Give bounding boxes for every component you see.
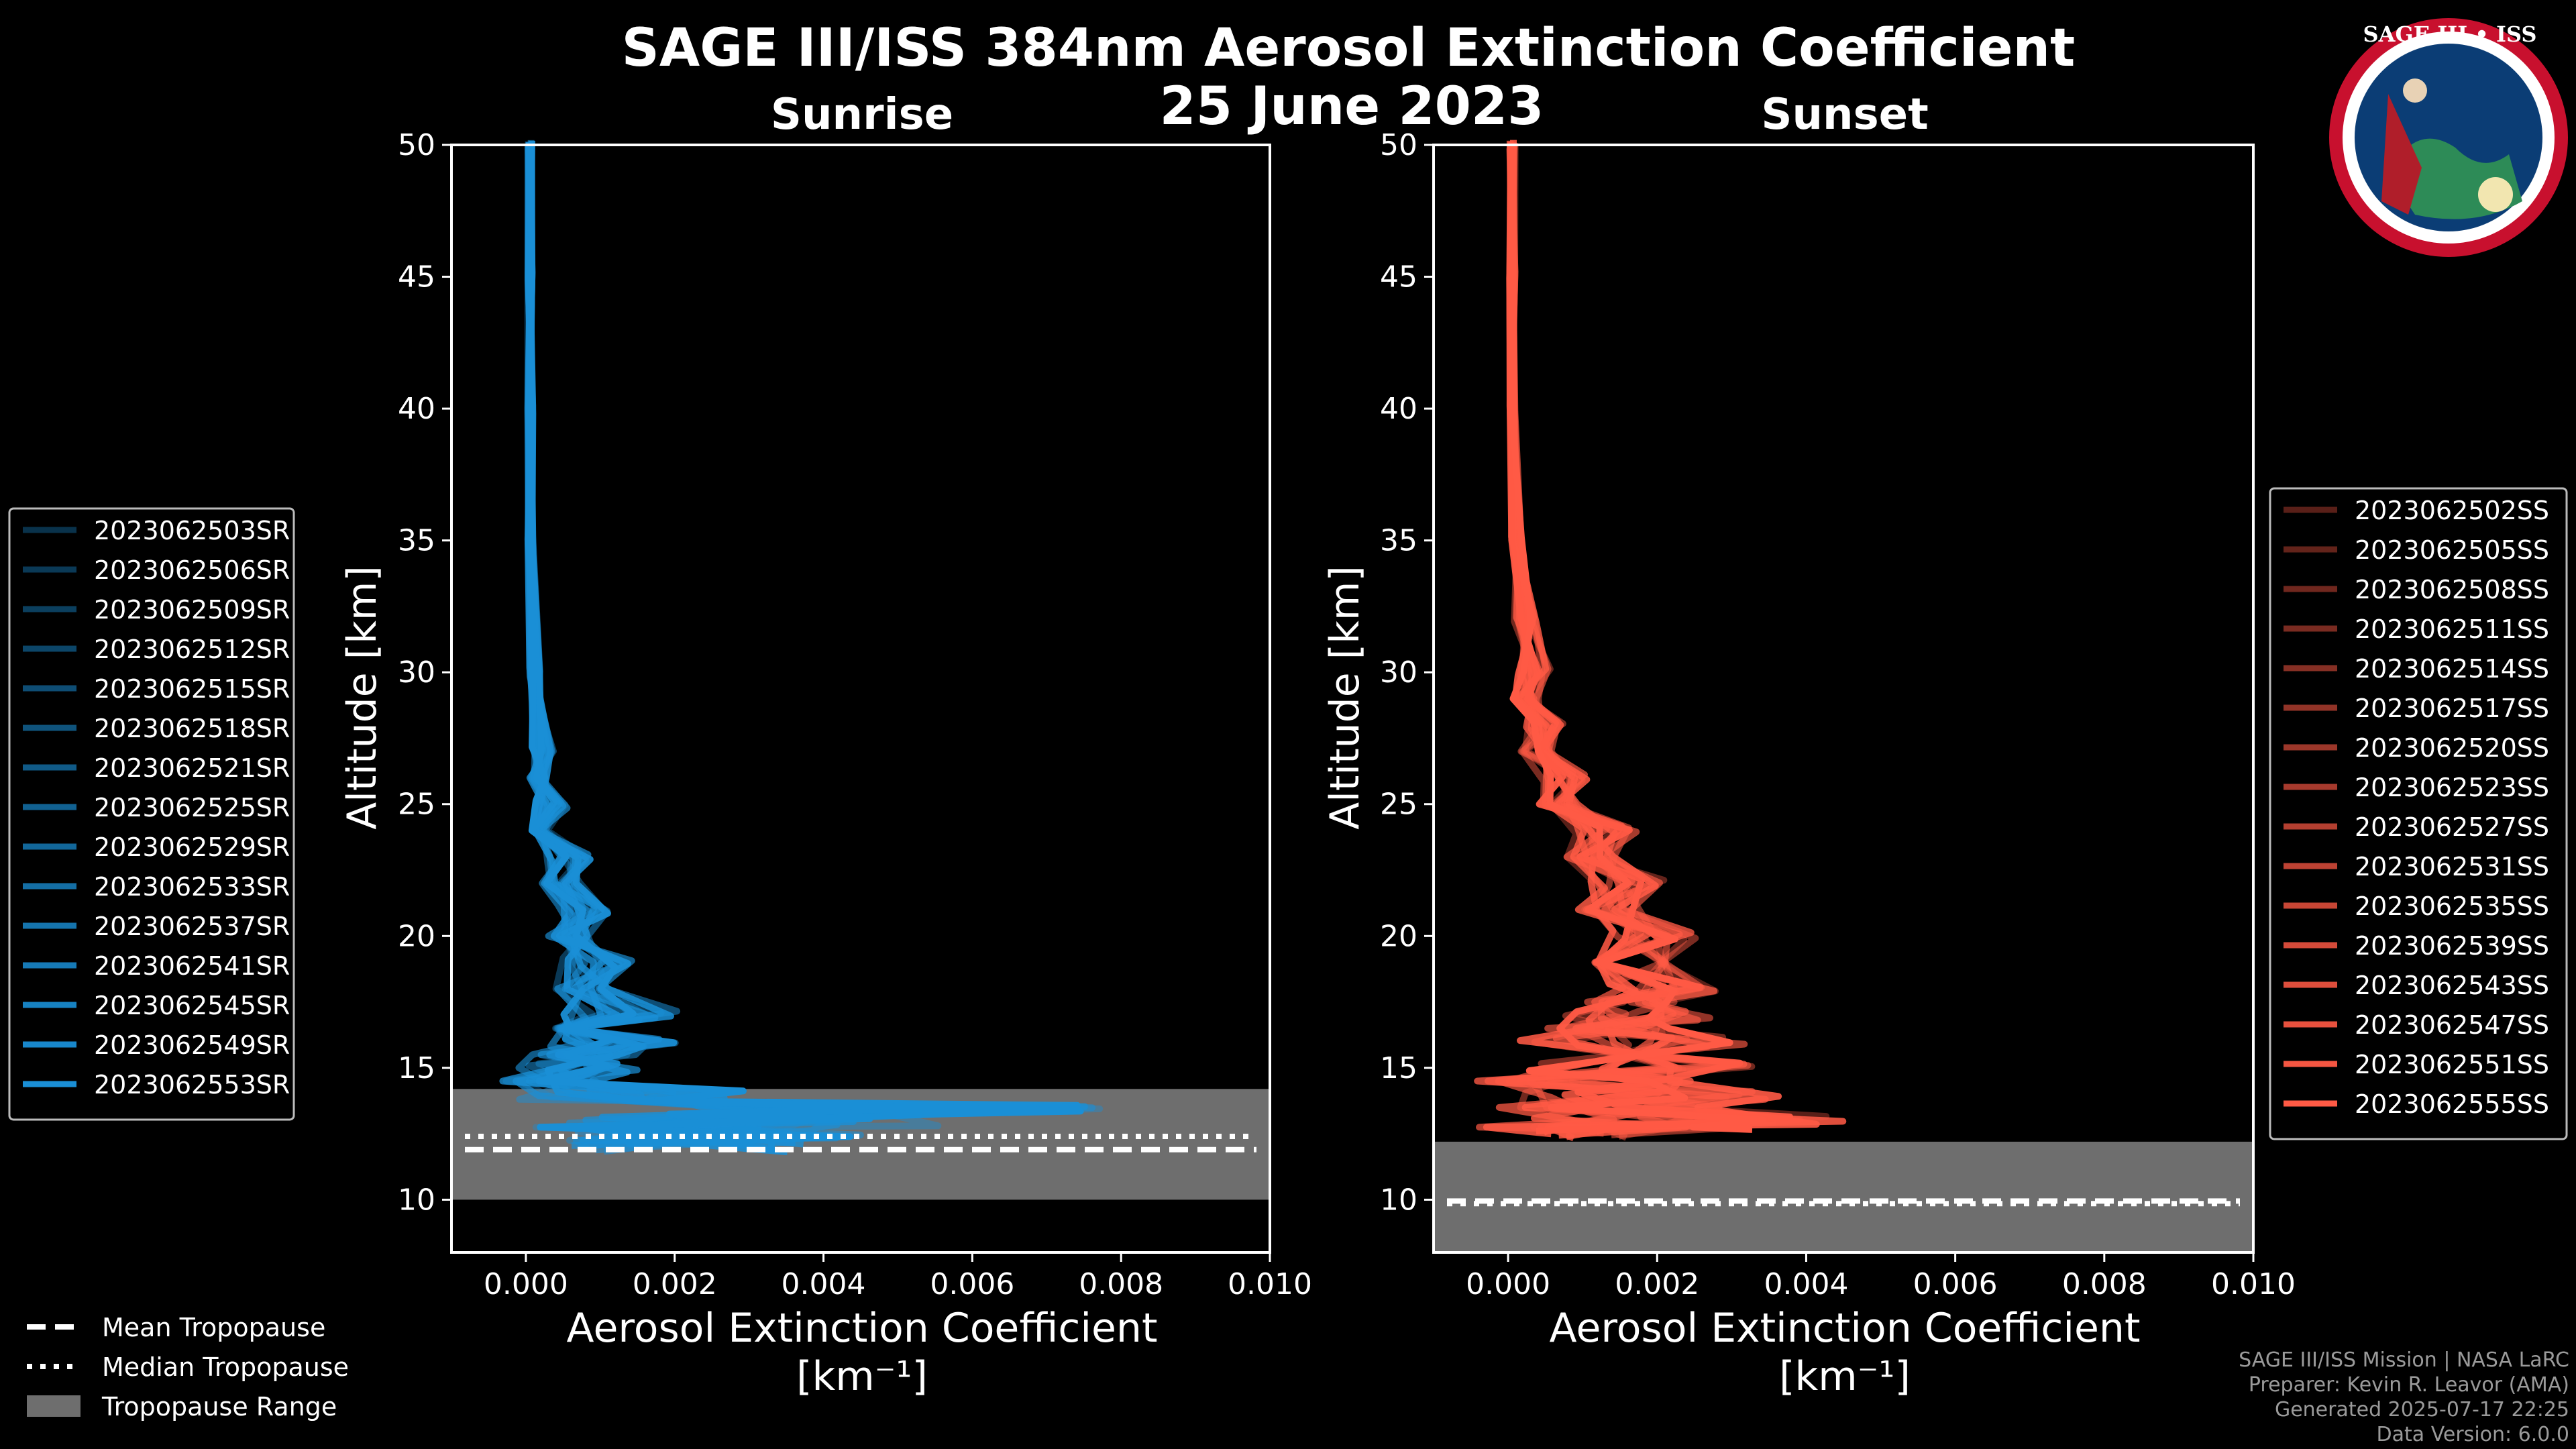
chart-title: SAGE III/ISS 384nm Aerosol Extinction Co…: [622, 18, 2076, 78]
plot-frame: [450, 144, 1271, 1254]
y-tick-label: 15: [1380, 1051, 1417, 1085]
y-tick-label: 10: [398, 1183, 435, 1217]
credit-line-3: Generated 2025-07-17 22:25: [2275, 1398, 2569, 1421]
y-tick-label: 20: [1380, 919, 1417, 953]
credit-line-1: SAGE III/ISS Mission | NASA LaRC: [2239, 1348, 2569, 1372]
chart-date: 25 June 2023: [1160, 76, 1544, 137]
sunset-xunit: [km⁻¹]: [1779, 1353, 1911, 1400]
legend-label-2023062511SS: 2023062511SS: [2355, 614, 2549, 644]
legend-label-2023062508SS: 2023062508SS: [2355, 575, 2549, 604]
credit-line-2: Preparer: Kevin R. Leavor (AMA): [2249, 1373, 2569, 1397]
legend-label-2023062551SS: 2023062551SS: [2355, 1050, 2549, 1079]
x-tick-label: 0.002: [633, 1267, 717, 1301]
y-tick-label: 50: [398, 128, 435, 162]
sunrise-legend: 2023062503SR 2023062506SR 2023062509SR 2023…: [8, 507, 295, 1121]
sage-logo: SAGE III • ISS: [2329, 18, 2568, 257]
legend-label-2023062509SR: 2023062509SR: [94, 595, 290, 625]
x-tick-label: 0.002: [1615, 1267, 1699, 1301]
legend-label-2023062553SR: 2023062553SR: [94, 1070, 290, 1099]
legend-label-2023062512SR: 2023062512SR: [94, 635, 290, 664]
legend-label-2023062520SS: 2023062520SS: [2355, 733, 2549, 763]
sunrise-panel: 10 15 20 25 30 35 40 45 50 0.000 0.002 0.004 0.006 0.…: [398, 128, 1312, 1301]
sunset-legend: 2023062502SS 2023062505SS 2023062508SS 2023…: [2269, 487, 2568, 1140]
legend-label-2023062515SR: 2023062515SR: [94, 674, 290, 704]
legend-label-2023062525SR: 2023062525SR: [94, 793, 290, 822]
x-tick-label: 0.008: [1079, 1267, 1163, 1301]
legend-label-2023062514SS: 2023062514SS: [2355, 654, 2549, 684]
legend-label-2023062555SS: 2023062555SS: [2355, 1089, 2549, 1119]
legend-label-2023062529SR: 2023062529SR: [94, 833, 290, 862]
legend-label-2023062539SS: 2023062539SS: [2355, 931, 2549, 961]
logo-text: SAGE III • ISS: [2363, 21, 2537, 47]
sunset-xlabel: Aerosol Extinction Coefficient: [1550, 1305, 2141, 1352]
legend-label-2023062535SS: 2023062535SS: [2355, 892, 2549, 921]
legend-label-2023062531SS: 2023062531SS: [2355, 852, 2549, 881]
tropopause-range-band: [1434, 1141, 2253, 1252]
legend-label-2023062518SR: 2023062518SR: [94, 714, 290, 743]
plot-frame: [1432, 144, 2255, 1254]
legend-label-2023062517SS: 2023062517SS: [2355, 694, 2549, 723]
y-tick-label: 25: [398, 788, 435, 822]
legend-label-2023062547SS: 2023062547SS: [2355, 1010, 2549, 1040]
legend-label-2023062502SS: 2023062502SS: [2355, 496, 2549, 525]
legend-label-2023062549SR: 2023062549SR: [94, 1030, 290, 1060]
y-tick-label: 45: [398, 260, 435, 294]
legend-label-2023062506SR: 2023062506SR: [94, 555, 290, 585]
legend-label-2023062533SR: 2023062533SR: [94, 872, 290, 902]
legend-label-2023062521SR: 2023062521SR: [94, 753, 290, 783]
legend-label-2023062537SR: 2023062537SR: [94, 912, 290, 941]
y-tick-label: 40: [1380, 392, 1417, 426]
profile-line-2023062555SS: [1508, 142, 1767, 1133]
sunrise-xunit: [km⁻¹]: [796, 1353, 928, 1400]
sunrise-subtitle: Sunrise: [771, 90, 953, 140]
tropopause-legend: Mean Tropopause Median Tropopause Tropop…: [27, 1313, 349, 1421]
sunset-subtitle: Sunset: [1761, 90, 1928, 140]
legend-label-2023062541SR: 2023062541SR: [94, 951, 290, 981]
x-tick-label: 0.004: [782, 1267, 866, 1301]
sunset-ylabel: Altitude [km]: [1322, 566, 1368, 830]
x-tick-label: 0.006: [1913, 1267, 1998, 1301]
x-tick-label: 0.010: [2211, 1267, 2296, 1301]
y-tick-label: 30: [398, 655, 435, 690]
credit-line-4: Data Version: 6.0.0: [2377, 1423, 2569, 1446]
y-tick-label: 20: [398, 919, 435, 953]
legend-label-2023062503SR: 2023062503SR: [94, 516, 290, 545]
sunrise-ylabel: Altitude [km]: [339, 566, 386, 830]
legend-box: [2269, 487, 2568, 1140]
y-tick-label: 40: [398, 392, 435, 426]
y-tick-label: 25: [1380, 788, 1417, 822]
mean-tropopause-label: Mean Tropopause: [102, 1313, 325, 1342]
y-tick-label: 35: [398, 524, 435, 558]
sunrise-xlabel: Aerosol Extinction Coefficient: [567, 1305, 1158, 1352]
legend-label-2023062505SS: 2023062505SS: [2355, 535, 2549, 565]
x-tick-label: 0.004: [1764, 1267, 1848, 1301]
credits: SAGE III/ISS Mission | NASA LaRC Prepare…: [2239, 1348, 2569, 1446]
x-tick-label: 0.006: [930, 1267, 1014, 1301]
legend-label-2023062545SR: 2023062545SR: [94, 991, 290, 1020]
x-tick-label: 0.010: [1228, 1267, 1312, 1301]
y-tick-label: 45: [1380, 260, 1417, 294]
x-tick-label: 0.000: [484, 1267, 568, 1301]
y-tick-label: 10: [1380, 1183, 1417, 1217]
tropopause-range-swatch: [27, 1395, 80, 1417]
profile-line-2023062553SR: [525, 142, 1084, 1147]
y-tick-label: 35: [1380, 524, 1417, 558]
y-tick-label: 15: [398, 1051, 435, 1085]
x-tick-label: 0.000: [1466, 1267, 1550, 1301]
legend-label-2023062523SS: 2023062523SS: [2355, 773, 2549, 802]
y-tick-label: 30: [1380, 655, 1417, 690]
x-tick-label: 0.008: [2062, 1267, 2147, 1301]
legend-label-2023062527SS: 2023062527SS: [2355, 812, 2549, 842]
legend-box: [8, 507, 295, 1121]
tropopause-range-label: Tropopause Range: [101, 1392, 337, 1421]
profile-line-2023062549SR: [527, 140, 1081, 1150]
sunset-panel: 10 15 20 25 30 35 40 45 50 0.000 0.002 0.004 0.006 0.…: [1380, 128, 2296, 1301]
y-tick-label: 50: [1380, 128, 1417, 162]
median-tropopause-label: Median Tropopause: [102, 1352, 349, 1382]
legend-label-2023062543SS: 2023062543SS: [2355, 971, 2549, 1000]
